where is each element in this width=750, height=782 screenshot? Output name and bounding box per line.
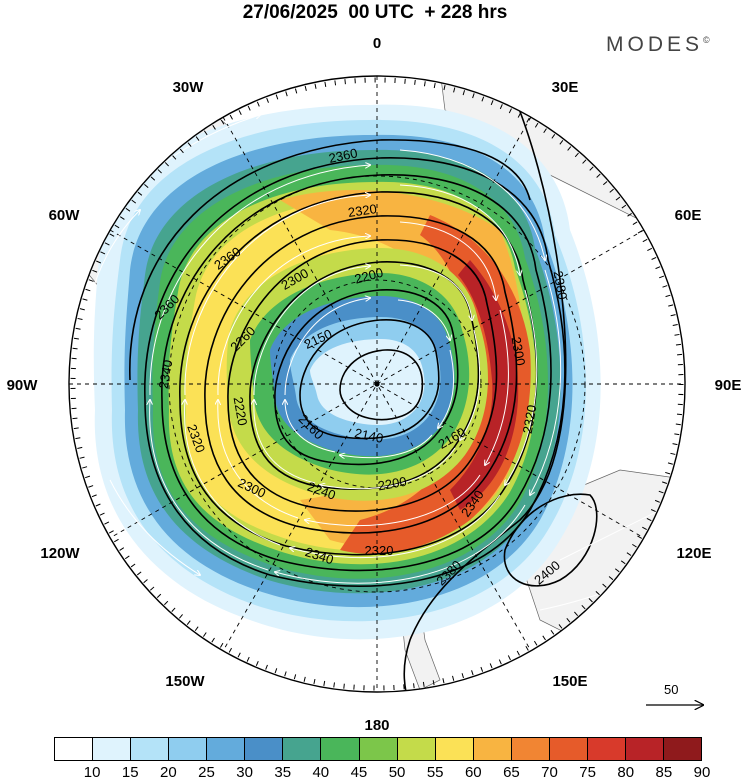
legend-tick-label: 30	[236, 764, 253, 781]
legend-tick-label: 90	[693, 764, 711, 781]
legend-tick-label: 60	[464, 764, 482, 781]
legend-swatch	[664, 738, 702, 760]
legend-swatch	[359, 738, 398, 760]
color-legend-labels: 10 15 20 25 30 35 40 45 50 55 60 65 70 75 80 85 90	[0, 764, 750, 782]
pole-marker	[374, 381, 380, 387]
contour-2380	[403, 76, 567, 692]
contour-2220	[227, 239, 498, 512]
legend-tick-label: 45	[350, 764, 368, 781]
legend-swatch	[511, 738, 550, 760]
copyright-mark: ©	[703, 35, 710, 45]
legend-swatch	[245, 738, 284, 760]
legend-swatch	[321, 738, 360, 760]
map-title: 27/06/2025 00 UTC + 228 hrs	[242, 2, 508, 23]
tick-ring	[70, 77, 684, 691]
contour-2320	[161, 174, 552, 572]
brand-name: MODES	[606, 33, 704, 56]
lon-label-180: 180	[364, 717, 389, 734]
legend-swatch	[131, 738, 170, 760]
contour-label: 2320	[347, 201, 378, 220]
contour-2160	[274, 289, 459, 466]
lon-label-150e: 150E	[552, 673, 587, 690]
legend-swatch	[625, 738, 664, 760]
polar-stereographic-map: 0 30E 60E 90E 120E 150E 180 150W 120W 90…	[7, 35, 742, 734]
legend-tick-label: 55	[426, 764, 444, 781]
legend-tick-label: 20	[160, 764, 177, 781]
map-interior	[69, 76, 685, 692]
legend-swatch	[169, 738, 208, 760]
lon-label-30w: 30W	[173, 79, 205, 96]
contour-label: 2220	[231, 396, 251, 427]
contour-2360	[129, 139, 531, 381]
legend-swatch	[397, 738, 436, 760]
legend-tick-label: 35	[274, 764, 292, 781]
legend-tick-label: 40	[312, 764, 330, 781]
legend-tick-label: 15	[121, 764, 139, 781]
color-legend	[54, 737, 702, 761]
legend-tick-label: 80	[617, 764, 635, 781]
legend-tick-label: 85	[655, 764, 673, 781]
contour-2140	[299, 319, 440, 440]
lon-label-0: 0	[373, 35, 381, 52]
legend-swatch	[207, 738, 246, 760]
lon-label-90e: 90E	[715, 377, 742, 394]
legend-tick-label: 10	[83, 764, 101, 781]
map-boundary	[68, 75, 686, 693]
contour-label: 2320	[520, 404, 540, 435]
legend-tick-label: 65	[503, 764, 520, 781]
contour-2200	[249, 261, 480, 490]
legend-swatch	[549, 738, 588, 760]
contour-label: 2140	[353, 425, 384, 446]
legend-tick-label: 70	[541, 764, 558, 781]
legend-swatch	[93, 738, 132, 760]
reference-vector-label: 50	[664, 682, 679, 697]
legend-swatch	[283, 738, 322, 760]
legend-swatch	[473, 738, 512, 760]
contour-label: 2320	[365, 543, 394, 558]
lon-label-60w: 60W	[49, 207, 81, 224]
legend-swatch	[587, 738, 626, 760]
contour-label: 2360	[327, 145, 358, 166]
legend-tick-label: 25	[198, 764, 215, 781]
height-contours	[129, 76, 598, 692]
longitude-labels: 0 30E 60E 90E 120E 150E 180 150W 120W 90…	[7, 35, 742, 734]
contour-2260	[204, 215, 518, 534]
contour-2400	[503, 493, 598, 587]
brand-logo: MODES©	[606, 33, 710, 57]
legend-swatch	[435, 738, 474, 760]
contour-label: 2300	[509, 336, 529, 367]
lon-label-120e: 120E	[676, 545, 711, 562]
legend-tick-label: 75	[579, 764, 596, 781]
contour-2340	[144, 157, 566, 587]
legend-swatch	[55, 738, 94, 760]
wind-band-inner-15	[310, 338, 425, 426]
lon-label-90w: 90W	[7, 377, 39, 394]
contour-label: 2380	[551, 270, 571, 301]
lon-label-30e: 30E	[552, 79, 579, 96]
contour-label: 2200	[353, 265, 385, 287]
legend-tick-label: 50	[388, 764, 406, 781]
lon-label-150w: 150W	[165, 673, 205, 690]
contour-2120	[339, 349, 424, 421]
lon-label-120w: 120W	[40, 545, 80, 562]
contour-label: 2200	[377, 474, 408, 494]
lon-label-60e: 60E	[675, 207, 702, 224]
contour-label: 2340	[156, 359, 176, 390]
